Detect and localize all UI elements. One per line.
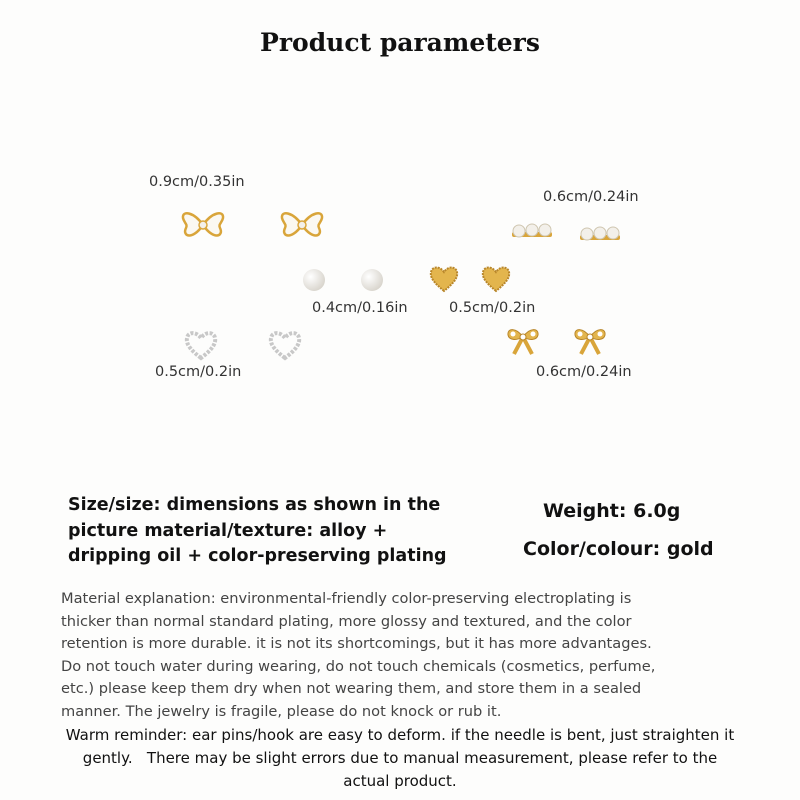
size-label-gold-heart: 0.5cm/0.2in — [449, 300, 536, 316]
size-label-pearl-bar: 0.6cm/0.24in — [543, 189, 639, 205]
gold-bow-earring-icon — [507, 329, 539, 355]
material-line: etc.) please keep them dry when not wear… — [61, 680, 642, 698]
silver-heart-earring-icon — [184, 331, 218, 361]
material-line: retention is more durable. it is not its… — [61, 635, 652, 653]
warm-line: Warm reminder: ear pins/hook are easy to… — [65, 726, 735, 744]
size-label-pearl-stud: 0.4cm/0.16in — [312, 300, 408, 316]
gold-bow-earring-icon — [574, 329, 606, 355]
warm-line: gently. There may be slight errors due t… — [82, 749, 718, 767]
spec-line: Size/size: dimensions as shown in the — [68, 495, 441, 515]
gold-heart-earring-icon — [429, 266, 459, 293]
white-bow-earring-icon — [181, 212, 225, 237]
size-label-white-bow: 0.9cm/0.35in — [149, 174, 245, 190]
pearl-stud-earring-icon — [361, 269, 383, 291]
material-line: thicker than normal standard plating, mo… — [61, 612, 632, 630]
material-line: Do not touch water during wearing, do no… — [61, 657, 656, 675]
white-bow-earring-icon — [280, 212, 324, 237]
material-line: Material explanation: environmental-frie… — [61, 590, 632, 607]
weight-spec: Weight: 6.0g — [543, 500, 681, 522]
pearl-bar-earring-icon — [580, 226, 620, 241]
spec-line: picture material/texture: alloy + — [68, 520, 388, 541]
size-label-silver-heart: 0.5cm/0.2in — [155, 364, 242, 380]
pearl-stud-earring-icon — [303, 269, 325, 291]
gold-heart-earring-icon — [481, 266, 511, 293]
warm-line: actual product. — [343, 772, 457, 790]
color-spec: Color/colour: gold — [523, 538, 714, 560]
material-explanation: Material explanation: environmental-frie… — [61, 588, 655, 724]
spec-line: dripping oil + color-preserving plating — [68, 546, 447, 566]
size-label-gold-bow: 0.6cm/0.24in — [536, 364, 632, 380]
size-material-spec: Size/size: dimensions as shown in the pi… — [68, 493, 447, 570]
warm-reminder: Warm reminder: ear pins/hook are easy to… — [0, 724, 800, 793]
material-line: manner. The jewelry is fragile, please d… — [61, 702, 502, 720]
page-title: Product parameters — [260, 28, 540, 57]
pearl-bar-earring-icon — [512, 223, 552, 238]
silver-heart-earring-icon — [268, 331, 302, 361]
